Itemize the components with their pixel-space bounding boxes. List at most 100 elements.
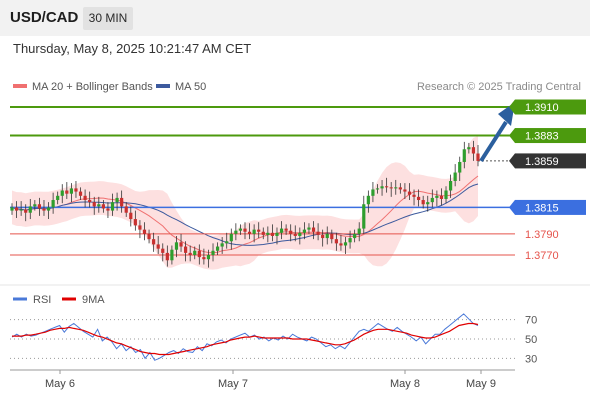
candle-body xyxy=(476,153,480,161)
support-label: 1.3815 xyxy=(525,202,559,214)
timeframe-badge[interactable]: 30 MIN xyxy=(83,7,133,30)
candle-body xyxy=(398,187,402,190)
candle-body xyxy=(165,252,169,261)
candle-body xyxy=(14,207,19,211)
candle-body xyxy=(279,228,284,233)
candle-body xyxy=(385,186,389,188)
candle-body xyxy=(60,190,64,196)
candle-body xyxy=(24,209,28,213)
candle-body xyxy=(266,232,270,235)
candle-body xyxy=(234,230,238,234)
candle-body xyxy=(161,248,165,253)
chart-header: USD/CAD 30 MIN xyxy=(0,0,590,36)
candle-body xyxy=(316,231,320,235)
bollinger-bands xyxy=(12,136,478,270)
rsi-ma-legend-label: 9MA xyxy=(82,294,105,306)
candle-body xyxy=(193,250,197,255)
candle-body xyxy=(357,228,361,234)
candle-body xyxy=(133,219,137,226)
rsi-panel: 70 50 30 xyxy=(10,313,537,365)
timestamp: Thursday, May 8, 2025 10:21:47 AM CET xyxy=(13,41,252,56)
ma50-legend-label: MA 50 xyxy=(175,81,206,93)
current-price-label: 1.3859 xyxy=(525,156,559,168)
candle-body xyxy=(184,246,188,253)
candle-body xyxy=(462,149,466,162)
candle-body xyxy=(10,207,14,211)
x-axis: May 6 May 7 May 8 May 9 xyxy=(45,370,496,390)
rsi-legend-label: RSI xyxy=(33,294,51,306)
candle-body xyxy=(289,230,293,234)
candle-body xyxy=(348,238,352,243)
rsi-ma-line xyxy=(12,322,479,356)
candle-body xyxy=(115,197,119,203)
candle-body xyxy=(156,244,160,249)
candle-body xyxy=(389,187,393,189)
candle-body xyxy=(270,232,275,236)
candle-body xyxy=(138,225,142,230)
candle-body xyxy=(69,188,73,194)
candle-body xyxy=(430,197,434,203)
resistance-tag xyxy=(515,99,586,115)
x-tick-label: May 9 xyxy=(466,378,496,390)
rsi-tick-label: 70 xyxy=(525,315,537,327)
resistance-tag-pointer xyxy=(509,128,515,144)
candle-body xyxy=(298,232,302,236)
candle-body xyxy=(448,181,453,191)
candle-body xyxy=(252,229,256,234)
candle-body xyxy=(417,196,421,201)
rsi-tick-label: 50 xyxy=(525,334,537,346)
candle-body xyxy=(467,147,471,150)
candle-body xyxy=(435,195,439,198)
support-tag-pointer xyxy=(509,199,515,215)
ma20-legend-swatch xyxy=(13,84,27,88)
candle-body xyxy=(78,191,83,196)
candle-body xyxy=(330,233,334,240)
minor-support-label: 1.3770 xyxy=(525,250,559,262)
candle-body xyxy=(371,189,375,196)
candle-body xyxy=(51,200,55,208)
resistance-label: 1.3883 xyxy=(525,131,559,143)
current-price-tag xyxy=(515,153,586,169)
candle-body xyxy=(46,207,51,211)
candle-body xyxy=(238,228,243,231)
resistance-tag xyxy=(515,128,586,144)
candle-body xyxy=(206,255,211,260)
candle-body xyxy=(307,227,311,230)
candle-body xyxy=(97,204,101,207)
candle-body xyxy=(439,195,444,199)
candle-body xyxy=(170,249,174,261)
candle-body xyxy=(19,209,23,211)
candle-body xyxy=(421,200,425,205)
candle-body xyxy=(147,233,151,240)
candle-body xyxy=(471,147,476,154)
candle-body xyxy=(243,228,247,232)
candle-body xyxy=(211,250,215,255)
candle-body xyxy=(375,188,380,190)
candle-body xyxy=(366,195,370,205)
x-tick-label: May 7 xyxy=(218,378,248,390)
candle-body xyxy=(225,241,229,244)
candle-body xyxy=(33,204,37,207)
x-tick-label: May 6 xyxy=(45,378,75,390)
candle-body xyxy=(120,197,124,207)
candle-body xyxy=(257,229,261,232)
current-price-tag-pointer xyxy=(509,153,515,169)
candle-body xyxy=(394,187,398,189)
x-tick-label: May 8 xyxy=(390,378,420,390)
instrument-symbol: USD/CAD xyxy=(10,9,79,26)
candle-body xyxy=(444,190,448,199)
minor-support-label: 1.3790 xyxy=(525,229,559,241)
support-tag xyxy=(515,199,586,215)
candle-body xyxy=(247,231,252,234)
candle-body xyxy=(229,233,233,242)
rsi-line xyxy=(11,313,479,361)
candle-body xyxy=(56,195,60,201)
candle-body xyxy=(362,204,366,229)
rsi-tick-label: 30 xyxy=(525,353,537,365)
ma20-legend-label: MA 20 + Bollinger Bands xyxy=(32,81,153,93)
price-levels xyxy=(10,106,515,256)
credit-text: Research © 2025 Trading Central xyxy=(417,81,581,93)
candle-body xyxy=(28,206,32,213)
candle-body xyxy=(343,242,348,246)
